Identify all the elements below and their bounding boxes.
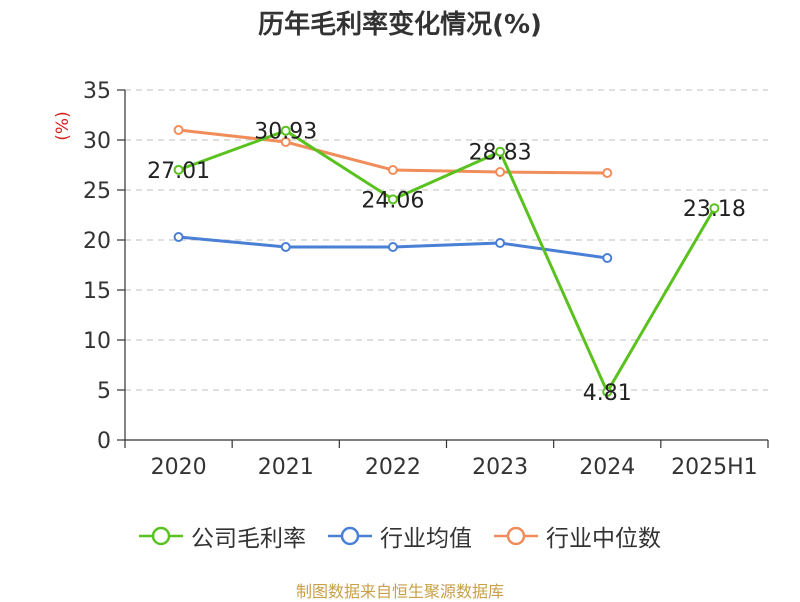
data-point xyxy=(387,194,398,205)
x-tick-label: 2021 xyxy=(258,455,314,480)
data-point xyxy=(387,165,398,175)
y-tick-label: 35 xyxy=(83,79,111,104)
data-point xyxy=(602,168,613,178)
data-point xyxy=(495,238,506,248)
legend-label: 行业中位数 xyxy=(546,526,661,552)
legend-item-industry-mean[interactable]: 行业均值 xyxy=(328,519,472,553)
data-point xyxy=(602,386,613,397)
data-point xyxy=(495,146,506,157)
data-label: 28.83 xyxy=(469,141,532,166)
y-tick-label: 5 xyxy=(97,379,111,404)
data-label: 27.01 xyxy=(147,159,210,184)
data-point xyxy=(602,253,613,263)
y-tick-label: 30 xyxy=(83,129,111,154)
x-tick-label: 2022 xyxy=(365,455,421,480)
x-tick-label: 2025H1 xyxy=(671,455,758,480)
data-label: 23.18 xyxy=(683,197,746,222)
y-tick-label: 25 xyxy=(83,179,111,204)
x-tick-label: 2024 xyxy=(579,455,635,480)
data-point xyxy=(173,164,184,175)
data-label: 30.93 xyxy=(254,120,317,145)
chart-title: 历年毛利率变化情况(%) xyxy=(258,10,542,40)
data-point xyxy=(709,203,720,214)
data-point xyxy=(280,125,291,136)
data-label: 4.81 xyxy=(583,381,632,406)
data-label: 24.06 xyxy=(361,188,424,213)
x-tick-label: 2023 xyxy=(472,455,528,480)
chart-legend: 公司毛利率 行业均值 行业中位数 xyxy=(0,516,800,556)
legend-line-marker-icon xyxy=(328,526,372,546)
legend-line-marker-icon xyxy=(139,526,183,546)
series-line xyxy=(178,129,716,394)
data-point xyxy=(280,137,291,147)
source-note: 制图数据来自恒生聚源数据库 xyxy=(295,582,504,601)
x-tick-label: 2020 xyxy=(151,455,207,480)
legend-item-industry-median[interactable]: 行业中位数 xyxy=(494,519,661,553)
y-tick-label: 0 xyxy=(97,429,111,454)
data-point xyxy=(173,232,184,242)
y-tick-label: 15 xyxy=(83,279,111,304)
legend-item-company-gross-margin[interactable]: 公司毛利率 xyxy=(139,519,306,553)
legend-label: 行业均值 xyxy=(380,526,472,552)
legend-label: 公司毛利率 xyxy=(191,526,306,552)
y-tick-label: 10 xyxy=(83,329,111,354)
legend-line-marker-icon xyxy=(494,526,538,546)
y-axis-label: (%) xyxy=(53,111,73,140)
data-point xyxy=(280,242,291,252)
data-point xyxy=(495,167,506,177)
data-point xyxy=(173,125,184,135)
data-point xyxy=(387,242,398,252)
y-tick-label: 20 xyxy=(83,229,111,254)
